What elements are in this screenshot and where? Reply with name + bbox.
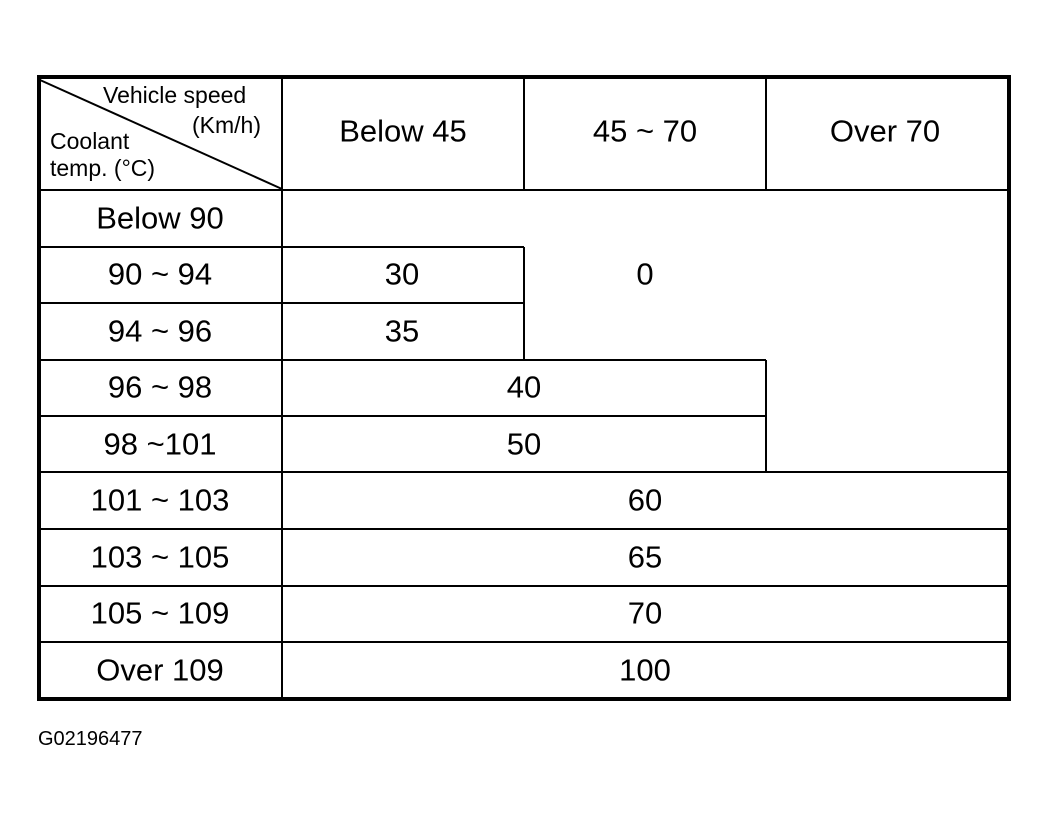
column-header: 45 ~ 70 (592, 113, 698, 149)
figure-code: G02196477 (38, 728, 143, 750)
cell-value: 60 (627, 482, 663, 518)
cell-value: 65 (627, 539, 663, 575)
cell-value: 40 (506, 369, 542, 405)
row-header: 105 ~ 109 (90, 595, 230, 631)
cell-value: 35 (384, 313, 420, 349)
column-header: Over 70 (829, 113, 941, 149)
row-header: 101 ~ 103 (90, 482, 230, 518)
row-header: 90 ~ 94 (107, 256, 213, 292)
row-header: Below 90 (96, 200, 224, 236)
cell-value: 50 (506, 426, 542, 462)
corner-speed-unit: (Km/h) (192, 112, 261, 138)
row-header: 94 ~ 96 (107, 313, 213, 349)
row-header: 98 ~101 (103, 426, 217, 462)
cell-value: 100 (619, 652, 671, 688)
cell-value: 0 (636, 256, 654, 292)
row-header: Over 109 (96, 652, 224, 688)
row-header: 96 ~ 98 (107, 369, 213, 405)
cell-value: 70 (627, 595, 663, 631)
column-header: Below 45 (339, 113, 467, 149)
cell-value: 30 (384, 256, 420, 292)
row-header: 103 ~ 105 (90, 539, 230, 575)
corner-temp-label: temp. (°C) (50, 155, 156, 181)
corner-coolant-label: Coolant (50, 128, 130, 154)
corner-speed-label: Vehicle speed (103, 82, 247, 108)
